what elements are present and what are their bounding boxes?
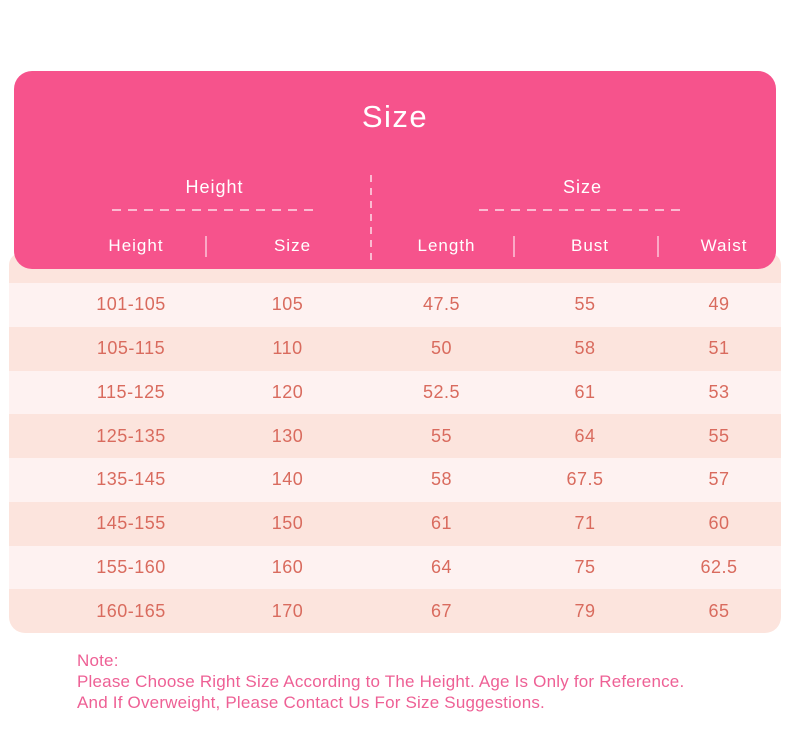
- table-row: 135-145 140 58 67.5 57: [9, 458, 781, 502]
- table-row: 125-135 130 55 64 55: [9, 414, 781, 458]
- table-cell: 52.5: [422, 381, 461, 402]
- table-cell: 120: [271, 381, 304, 402]
- dashed-underline: [112, 209, 317, 211]
- table-cell: 75: [574, 556, 596, 577]
- table-cell: 53: [708, 381, 730, 402]
- table-cell: 57: [708, 469, 730, 490]
- note-text-line: And If Overweight, Please Contact Us For…: [77, 693, 545, 712]
- table-cell: 115-125: [96, 381, 166, 402]
- table-row: 155-160 160 64 75 62.5: [9, 545, 781, 590]
- table-row: 101-105 105 47.5 55 49: [9, 283, 781, 327]
- size-table-body: 101-105 105 47.5 55 49 105-115 110 50 58 51 115-12…: [9, 283, 781, 633]
- table-cell: 130: [271, 425, 304, 446]
- note-text-line: Please Choose Right Size According to Th…: [77, 672, 685, 691]
- header-cell-size: Size: [273, 236, 312, 255]
- table-row: 160-165 170 67 79 65: [9, 589, 781, 633]
- chart-title: Size: [361, 99, 429, 134]
- table-cell: 55: [708, 425, 730, 446]
- table-cell: 79: [574, 600, 596, 621]
- column-separator: [205, 236, 207, 257]
- table-cell: 155-160: [96, 556, 166, 577]
- header-cell-bust: Bust: [570, 236, 610, 255]
- column-group-height: Height: [14, 175, 375, 211]
- dashed-underline: [478, 209, 687, 211]
- size-chart-header: Size Height Size Height Size Length Bust Wai…: [14, 71, 776, 269]
- table-cell: 135-145: [96, 469, 166, 490]
- table-cell: 160: [271, 556, 304, 577]
- column-group-size: Size: [375, 175, 776, 211]
- column-header-row: Height Size Length Bust Waist: [14, 233, 776, 259]
- table-cell: 64: [574, 425, 596, 446]
- table-cell: 62.5: [700, 556, 738, 577]
- group-label-height: Height: [185, 177, 244, 197]
- table-cell: 51: [708, 338, 730, 359]
- table-cell: 55: [430, 425, 453, 446]
- table-cell: 60: [708, 513, 730, 534]
- table-cell: 67: [430, 600, 453, 621]
- column-groups: Height Size: [14, 175, 776, 211]
- table-cell: 49: [708, 294, 730, 315]
- column-separator: [657, 236, 659, 257]
- table-cell: 71: [574, 513, 596, 534]
- table-cell: 105-115: [96, 338, 166, 359]
- table-cell: 65: [708, 600, 730, 621]
- header-cell-waist: Waist: [700, 236, 748, 255]
- table-cell: 61: [430, 513, 453, 534]
- table-cell: 125-135: [96, 425, 166, 446]
- header-cell-length: Length: [417, 236, 476, 255]
- size-table-panel: 101-105 105 47.5 55 49 105-115 110 50 58 51 115-12…: [9, 253, 781, 633]
- table-cell: 67.5: [566, 469, 604, 490]
- table-cell: 160-165: [96, 600, 166, 621]
- group-divider-dashed-line: [370, 175, 372, 263]
- note-label: Note:: [77, 651, 119, 670]
- table-cell: 140: [271, 469, 304, 490]
- table-cell: 50: [430, 338, 453, 359]
- table-cell: 58: [430, 469, 453, 490]
- note: Note: Please Choose Right Size According…: [77, 650, 684, 713]
- table-row: 105-115 110 50 58 51: [9, 327, 781, 371]
- table-cell: 110: [272, 338, 303, 359]
- table-cell: 101-105: [96, 294, 166, 315]
- table-cell: 55: [574, 294, 596, 315]
- table-row: 145-155 150 61 71 60: [9, 502, 781, 546]
- table-cell: 64: [430, 556, 453, 577]
- table-cell: 61: [574, 381, 596, 402]
- table-row: 115-125 120 52.5 61 53: [9, 370, 781, 415]
- table-cell: 58: [574, 338, 596, 359]
- table-cell: 47.5: [422, 294, 461, 315]
- table-cell: 145-155: [96, 513, 166, 534]
- group-label-size: Size: [562, 177, 602, 197]
- table-cell: 105: [271, 294, 304, 315]
- table-cell: 170: [271, 600, 304, 621]
- column-separator: [513, 236, 515, 257]
- header-cell-height: Height: [108, 236, 164, 255]
- table-cell: 150: [271, 513, 304, 534]
